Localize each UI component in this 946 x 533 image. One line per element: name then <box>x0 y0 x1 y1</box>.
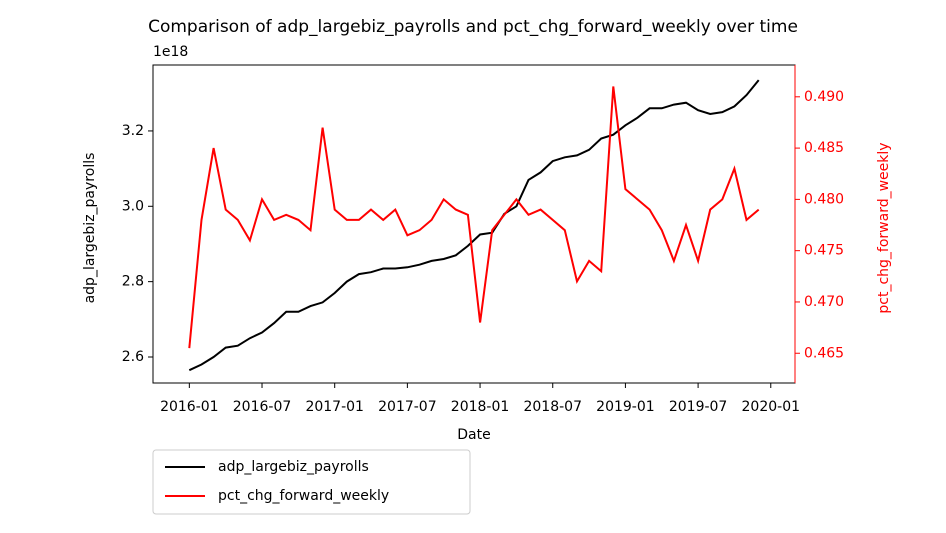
y-tick-label: 2.8 <box>122 274 144 290</box>
x-tick-label: 2017-01 <box>305 399 364 415</box>
y2-tick-label: 0.480 <box>804 191 844 207</box>
y2-axis-label: pct_chg_forward_weekly <box>876 142 892 313</box>
x-tick-label: 2019-07 <box>669 399 728 415</box>
x-axis-label: Date <box>457 427 490 443</box>
y-tick-label: 3.0 <box>122 198 144 214</box>
legend-label: pct_chg_forward_weekly <box>218 488 389 504</box>
y-offset-text: 1e18 <box>153 44 188 60</box>
x-tick-label: 2016-07 <box>233 399 292 415</box>
y2-tick-label: 0.485 <box>804 140 844 156</box>
series-line <box>188 86 760 349</box>
y2-tick-label: 0.490 <box>804 89 844 105</box>
y2-tick-label: 0.465 <box>804 345 844 361</box>
x-tick-label: 2020-01 <box>742 399 801 415</box>
x-tick-label: 2019-01 <box>596 399 655 415</box>
y2-tick-label: 0.470 <box>804 294 844 310</box>
y2-tick-label: 0.475 <box>804 243 844 259</box>
x-tick-label: 2016-01 <box>160 399 219 415</box>
y-axis-label: adp_largebiz_payrolls <box>82 153 98 304</box>
y-tick-label: 2.6 <box>122 349 144 365</box>
x-tick-label: 2017-07 <box>378 399 437 415</box>
x-tick-label: 2018-07 <box>523 399 582 415</box>
plot-frame <box>152 64 796 384</box>
x-tick-label: 2018-01 <box>451 399 510 415</box>
legend-box <box>152 449 471 515</box>
y-tick-label: 3.2 <box>122 123 144 139</box>
series-line <box>188 79 760 372</box>
chart-title: Comparison of adp_largebiz_payrolls and … <box>148 17 798 37</box>
legend-label: adp_largebiz_payrolls <box>218 459 369 475</box>
